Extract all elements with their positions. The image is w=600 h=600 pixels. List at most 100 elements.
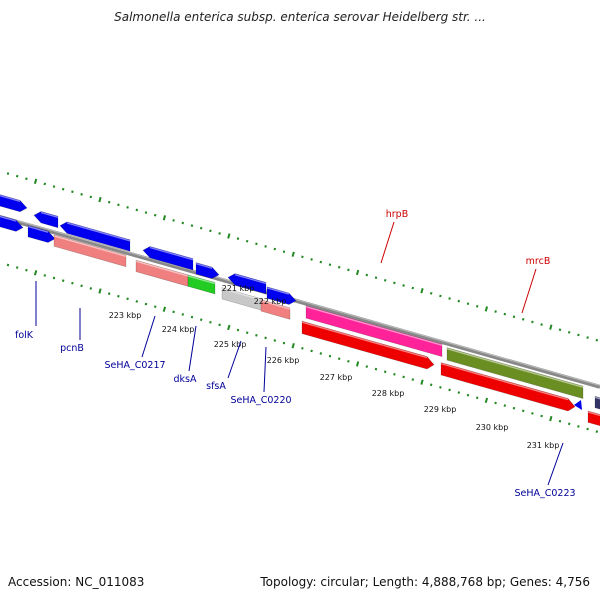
outer-tick-mark (107, 200, 111, 204)
outer-tick-mark (301, 255, 304, 259)
inner-tick-mark (172, 310, 175, 314)
inner-tick-mark (236, 328, 240, 332)
outer-tick-mark (190, 224, 194, 227)
inner-tick-mark (439, 386, 442, 389)
outer-tick-mark (337, 265, 341, 269)
kbp-label: 221 kbp (222, 284, 255, 293)
outer-tick-mark (466, 302, 470, 306)
outer-tick-mark (567, 331, 571, 334)
inner-tick-mark (411, 378, 415, 381)
outer-tick-mark (540, 323, 543, 326)
inner-tick-mark (586, 427, 589, 431)
hrpB-feature-shine (305, 306, 443, 346)
cds-feature-shine (27, 225, 49, 233)
cds-feature-shine (0, 194, 21, 203)
cds-feature-shine (301, 321, 428, 359)
cds-feature (195, 262, 220, 279)
inner-tick-mark (531, 412, 534, 415)
outer-tick-mark (577, 333, 580, 337)
leader-line (263, 346, 267, 393)
mrcB-feature (446, 347, 584, 400)
pseudo-feature-shine (260, 300, 291, 310)
outer-tick-mark (282, 250, 286, 253)
backbone-highlight (0, 215, 600, 387)
kbp-label: 229 kbp (424, 405, 457, 414)
outer-tick-mark (52, 185, 56, 188)
cds-feature (59, 221, 131, 252)
inner-tick-mark (43, 274, 47, 277)
inner-tick-mark (319, 352, 323, 355)
inner-tick-mark (567, 422, 571, 426)
inner-tick-mark (153, 305, 157, 308)
cds-feature (301, 320, 435, 370)
cds-feature (142, 246, 194, 271)
inner-tick-mark (144, 302, 148, 306)
inner-tick-mark (420, 379, 424, 385)
outer-tick-mark (549, 324, 553, 330)
mrcB-feature-shine (446, 348, 584, 388)
inner-tick-mark (475, 396, 479, 400)
inner-tick-mark (347, 359, 350, 363)
cds-feature-shine (594, 396, 600, 400)
inner-tick-mark (383, 370, 387, 374)
inner-tick-mark (25, 268, 28, 272)
inner-tick-mark (89, 287, 93, 290)
cds-feature (0, 194, 28, 213)
inner-tick-mark (135, 300, 139, 303)
pseudo-feature (53, 234, 127, 268)
outer-tick-mark (402, 284, 405, 287)
inner-tick-mark (577, 425, 580, 428)
inner-tick-mark (107, 292, 111, 295)
rna-feature-shine (187, 275, 216, 285)
outer-tick-mark (383, 278, 387, 282)
outer-tick-mark (586, 336, 589, 339)
map-title: Salmonella enterica subsp. enterica sero… (114, 10, 486, 24)
feature-track (0, 194, 600, 427)
outer-tick-mark (162, 215, 167, 221)
backbone-line (0, 215, 600, 389)
pseudo-feature-shine (53, 235, 127, 257)
inner-tick-mark (61, 279, 65, 282)
inner-tick-mark (264, 336, 267, 340)
outer-tick-mark (6, 172, 10, 175)
outer-tick-mark (153, 213, 157, 217)
outer-tick-mark (80, 193, 83, 196)
leader-line (521, 268, 537, 314)
leader-line (547, 442, 564, 486)
inner-tick-mark (448, 388, 451, 392)
outer-tick-mark (273, 247, 277, 251)
outer-tick-mark (448, 297, 451, 300)
kbp-label: 224 kbp (162, 325, 195, 334)
gene-label: sfsA (206, 381, 226, 392)
inner-tick-mark (71, 281, 74, 285)
kbp-label: 230 kbp (476, 423, 509, 432)
outer-tick-mark (512, 315, 516, 319)
leader-line (188, 325, 197, 372)
cds-feature-shine (0, 215, 17, 222)
outer-tick-mark (310, 258, 313, 261)
outer-tick-mark (521, 318, 525, 321)
inner-tick-mark (227, 324, 231, 331)
cds-feature (0, 215, 24, 232)
accession-text: Accession: NC_011083 (8, 575, 145, 589)
cds-feature-shine (234, 273, 267, 285)
inner-tick-mark (218, 323, 221, 327)
cds-feature (440, 362, 576, 412)
inner-tick-mark (117, 294, 120, 298)
inner-tick-mark (98, 288, 102, 294)
inner-tick-mark (466, 393, 470, 397)
inner-tick-mark (595, 430, 599, 433)
outer-tick-mark (245, 239, 249, 243)
cds-feature-shine (587, 411, 600, 417)
outer-tick-mark (255, 242, 258, 246)
outer-tick-mark (429, 291, 433, 295)
inner-tick-mark (209, 320, 212, 324)
inner-tick-mark (512, 406, 516, 410)
outer-tick-mark (558, 328, 562, 332)
outer-tick-mark (531, 320, 534, 324)
gene-label: folK (15, 330, 34, 341)
inner-tick-track (6, 263, 599, 433)
cds-feature (227, 273, 267, 295)
outer-tick-mark (457, 299, 461, 303)
